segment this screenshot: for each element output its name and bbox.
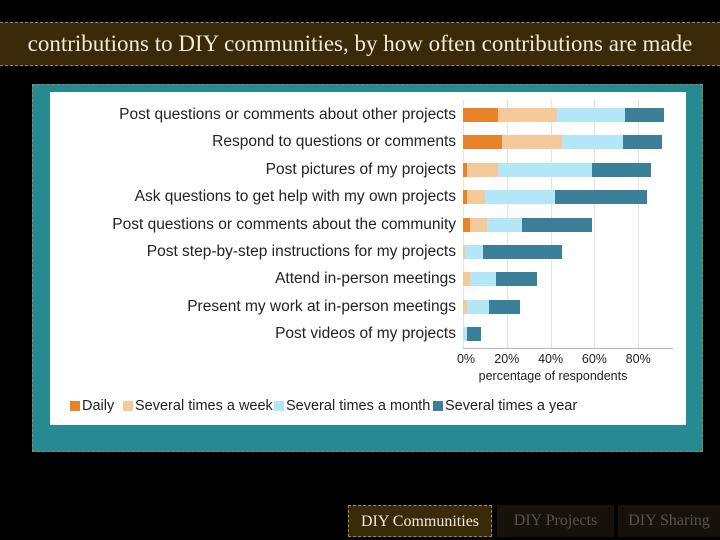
bar-segment bbox=[502, 135, 562, 150]
x-axis bbox=[463, 348, 673, 349]
x-tick-label: 0% bbox=[456, 352, 476, 366]
bar-segment bbox=[467, 162, 499, 177]
legend-label: Several times a week bbox=[135, 398, 273, 414]
bar-segment bbox=[463, 299, 468, 314]
bar-segment bbox=[463, 190, 468, 205]
x-axis-label: percentage of respondents bbox=[478, 369, 628, 383]
bar-segment bbox=[463, 245, 466, 259]
bar-segment bbox=[498, 108, 558, 122]
title-bar: contributions to DIY communities, by how… bbox=[0, 22, 720, 66]
bar-segment bbox=[463, 272, 470, 287]
legend-label: Several times a month bbox=[286, 398, 431, 414]
bar-segment bbox=[622, 135, 663, 150]
legend-week: Several times a week bbox=[123, 396, 273, 416]
gridline bbox=[594, 100, 596, 348]
bar-segment bbox=[522, 217, 593, 232]
tab-diy-projects[interactable]: DIY Projects bbox=[497, 505, 614, 537]
category-label: Post questions or comments about other p… bbox=[119, 106, 456, 123]
category-label: Post questions or comments about the com… bbox=[112, 215, 456, 233]
bar-segment bbox=[592, 162, 652, 177]
bar-segment bbox=[467, 327, 481, 342]
legend-daily: Daily bbox=[70, 396, 114, 416]
bar-segment bbox=[463, 108, 499, 122]
x-tick-label: 20% bbox=[494, 352, 520, 366]
bar-segment bbox=[463, 217, 470, 232]
bar-segment bbox=[484, 190, 555, 205]
bar-segment bbox=[469, 272, 496, 287]
bar-segment bbox=[625, 108, 665, 122]
legend-swatch-daily bbox=[70, 401, 80, 411]
category-label: Present my work at in-person meetings bbox=[187, 297, 456, 315]
gridline bbox=[638, 100, 640, 348]
bar-segment bbox=[561, 135, 623, 150]
legend-swatch-month bbox=[274, 401, 284, 411]
category-label: Ask questions to get help with my own pr… bbox=[134, 188, 456, 206]
bar-segment bbox=[467, 190, 485, 205]
bar-segment bbox=[489, 299, 520, 314]
bar-segment bbox=[463, 327, 468, 342]
bar-segment bbox=[467, 299, 490, 314]
slide-title: contributions to DIY communities, by how… bbox=[27, 31, 693, 56]
bar-segment bbox=[557, 108, 626, 122]
category-label: Post step-by-step instructions for my pr… bbox=[146, 243, 456, 260]
legend-month: Several times a month bbox=[274, 396, 430, 416]
tab-diy-sharing[interactable]: DIY Sharing bbox=[618, 505, 720, 537]
x-tick-label: 60% bbox=[581, 352, 607, 366]
bar-segment bbox=[482, 245, 562, 259]
legend-year: Several times a year bbox=[433, 396, 577, 416]
bar-segment bbox=[465, 245, 483, 259]
category-label: Attend in-person meetings bbox=[275, 270, 456, 288]
bar-segment bbox=[469, 217, 488, 232]
tab-diy-communities[interactable]: DIY Communities bbox=[348, 505, 492, 537]
category-label: Respond to questions or comments bbox=[212, 133, 456, 151]
category-label: Post pictures of my projects bbox=[265, 160, 456, 178]
legend-label: Daily bbox=[82, 398, 115, 414]
bar-segment bbox=[554, 190, 647, 205]
x-tick-label: 80% bbox=[625, 352, 651, 366]
legend-label: Several times a year bbox=[445, 398, 578, 414]
bar-segment bbox=[463, 135, 503, 150]
bar-segment bbox=[498, 162, 593, 177]
legend-swatch-year bbox=[433, 401, 443, 411]
bar-segment bbox=[487, 217, 523, 232]
bar-segment bbox=[495, 272, 538, 287]
category-label: Post videos of my projects bbox=[275, 325, 456, 343]
x-tick-label: 40% bbox=[538, 352, 564, 366]
legend-swatch-week bbox=[123, 401, 133, 411]
bar-segment bbox=[463, 162, 468, 177]
